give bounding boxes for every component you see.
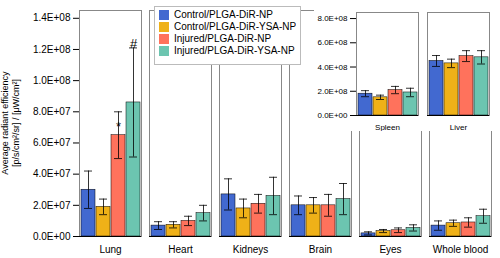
svg-text:1.4E+08: 1.4E+08	[33, 12, 71, 23]
svg-text:0.0E+00: 0.0E+00	[317, 111, 348, 120]
svg-text:Whole blood: Whole blood	[433, 244, 489, 255]
svg-text:Eyes: Eyes	[379, 244, 401, 255]
svg-text:Kidneys: Kidneys	[233, 244, 269, 255]
svg-text:4.0E+07: 4.0E+07	[33, 168, 71, 179]
svg-text:Liver: Liver	[450, 123, 468, 131]
svg-text:Heart: Heart	[168, 244, 193, 255]
svg-text:Spleen: Spleen	[375, 123, 400, 131]
svg-text:1.0E+08: 1.0E+08	[33, 75, 71, 86]
svg-text:1.2E+08: 1.2E+08	[33, 44, 71, 55]
svg-text:Lung: Lung	[99, 244, 121, 255]
html-text:Injured/PLGA-DiR-NP: Injured/PLGA-DiR-NP	[174, 33, 272, 44]
html-text:Control/PLGA-DiR-YSA-NP: Control/PLGA-DiR-YSA-NP	[174, 21, 297, 32]
svg-text:6.0E+08: 6.0E+08	[317, 38, 348, 47]
html-text:Control/PLGA-DiR-NP: Control/PLGA-DiR-NP	[174, 9, 273, 20]
svg-text:8.0E+07: 8.0E+07	[33, 106, 71, 117]
html-text:Injured/PLGA-DiR-YSA-NP: Injured/PLGA-DiR-YSA-NP	[174, 45, 295, 56]
svg-text:*: *	[116, 119, 121, 134]
svg-text:2.0E+08: 2.0E+08	[317, 87, 348, 96]
svg-text:#: #	[130, 36, 138, 51]
svg-text:0.0E+00: 0.0E+00	[33, 231, 71, 242]
svg-text:4.0E+08: 4.0E+08	[317, 63, 348, 72]
svg-text:6.0E+07: 6.0E+07	[33, 137, 71, 148]
svg-text:8.0E+08: 8.0E+08	[317, 14, 348, 23]
html-text:Average radiant efficiency [p/: Average radiant efficiency [p/s/cm²/sr] …	[0, 71, 21, 175]
svg-text:Brain: Brain	[309, 244, 332, 255]
svg-text:2.0E+07: 2.0E+07	[33, 200, 71, 211]
